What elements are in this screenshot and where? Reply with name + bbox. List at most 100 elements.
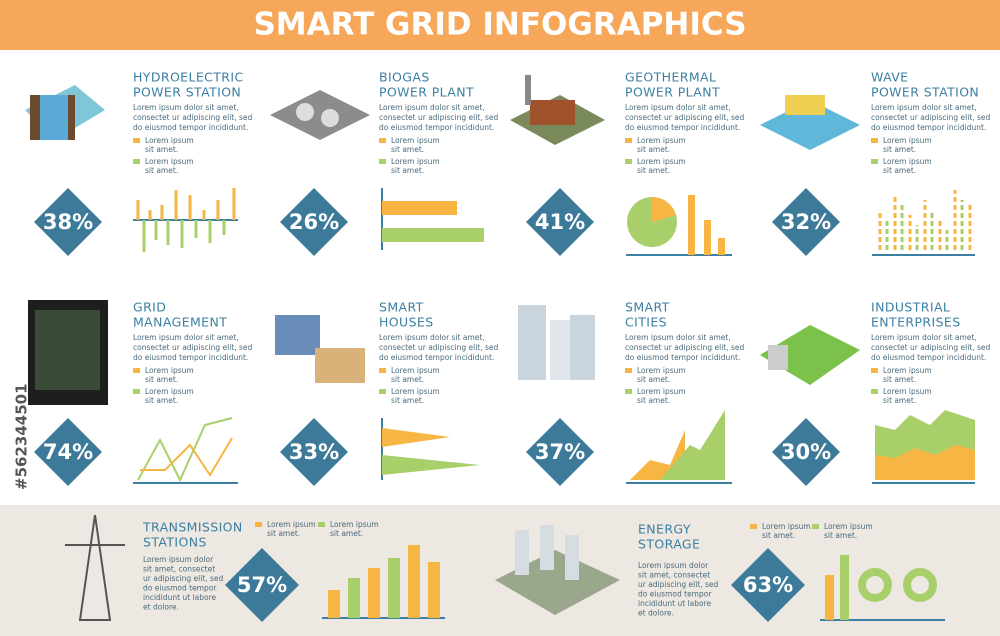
section-title: POWER STATION — [871, 85, 979, 100]
section-title: POWER PLANT — [379, 85, 474, 100]
legend-text: sit amet. — [883, 145, 916, 154]
percent-diamond — [225, 548, 299, 622]
percent-diamond — [772, 188, 840, 256]
legend-text: sit amet. — [145, 166, 178, 175]
section-title: GRID — [133, 300, 166, 315]
section-title: ENERGY — [638, 522, 691, 537]
section-text: consectet ur adipiscing elit, sed — [871, 343, 991, 352]
section-title: TRANSMISSION — [142, 520, 243, 535]
section-title: WAVE — [871, 70, 908, 85]
percent-value: 32% — [781, 210, 831, 234]
percent-diamond — [731, 548, 805, 622]
legend-swatch — [812, 524, 819, 529]
section-text: do eiusmod tempor — [143, 584, 217, 593]
legend-text: Lorem ipsum — [391, 157, 440, 166]
legend-text: Lorem ipsum — [330, 520, 379, 529]
legend-text: Lorem ipsum — [391, 136, 440, 145]
section-text: incididunt ut labore — [638, 599, 712, 608]
legend-text: Lorem ipsum — [883, 387, 932, 396]
legend-text: Lorem ipsum — [391, 366, 440, 375]
legend-text: Lorem ipsum — [145, 387, 194, 396]
legend-text: sit amet. — [391, 166, 424, 175]
section-title: BIOGAS — [379, 70, 430, 85]
legend-swatch — [379, 368, 386, 373]
legend-swatch — [625, 389, 632, 394]
legend-swatch — [133, 389, 140, 394]
percent-value: 33% — [289, 440, 339, 464]
section-text: consectet ur adipiscing elit, sed — [379, 113, 499, 122]
illustrations — [25, 75, 860, 621]
legend-swatch — [379, 389, 386, 394]
legend-text: sit amet. — [391, 396, 424, 405]
section-text: ur adipiscing elit, sed — [638, 580, 719, 589]
legend-text: sit amet. — [637, 396, 670, 405]
section-title: POWER PLANT — [625, 85, 720, 100]
section-text: do eiusmod tempor incididunt. — [379, 123, 494, 132]
legend-text: sit amet. — [637, 145, 670, 154]
mini-charts — [133, 188, 975, 621]
section-text: Lorem ipsum dolor sit amet, — [871, 103, 977, 112]
section-text: consectet ur adipiscing elit, sed — [133, 113, 253, 122]
section-title: HYDROELECTRIC — [133, 70, 244, 85]
section-text: do eiusmod tempor incididunt. — [133, 123, 248, 132]
header-title: SMART GRID INFOGRAPHICS — [253, 7, 746, 43]
legend-text: Lorem ipsum — [883, 157, 932, 166]
section-title: SMART — [625, 300, 670, 315]
legend-text: Lorem ipsum — [762, 522, 811, 531]
legend-swatch — [133, 159, 140, 164]
legend-text: sit amet. — [391, 145, 424, 154]
legend-text: Lorem ipsum — [637, 136, 686, 145]
legend-swatch — [625, 159, 632, 164]
legend-swatch — [318, 522, 325, 527]
legend-text: sit amet. — [267, 529, 300, 538]
legend-swatch — [871, 389, 878, 394]
section-text: do eiusmod tempor incididunt. — [625, 123, 740, 132]
legend-text: Lorem ipsum — [824, 522, 873, 531]
section-title: CITIES — [625, 315, 667, 330]
legend-swatch — [133, 368, 140, 373]
legend-swatch — [750, 524, 757, 529]
legend-text: sit amet. — [637, 375, 670, 384]
legend-text: sit amet. — [883, 166, 916, 175]
legend-text: sit amet. — [145, 396, 178, 405]
percent-diamond — [34, 418, 102, 486]
legend-text: sit amet. — [883, 375, 916, 384]
percent-diamond — [772, 418, 840, 486]
legend-text: Lorem ipsum — [637, 366, 686, 375]
section-text: consectet ur adipiscing elit, sed — [625, 343, 745, 352]
percent-value: 57% — [237, 573, 287, 597]
legend-swatch — [871, 368, 878, 373]
percent-diamond — [34, 188, 102, 256]
header-band — [0, 0, 1000, 50]
legend-text: sit amet. — [145, 375, 178, 384]
legend-swatch — [625, 138, 632, 143]
section-text: do eiusmod tempor incididunt. — [871, 353, 986, 362]
percent-diamond — [526, 418, 594, 486]
section-text: et dolore. — [638, 609, 674, 618]
section-text: ur adipiscing elit, sed — [143, 574, 224, 583]
section-text: Lorem ipsum dolor sit amet, — [133, 103, 239, 112]
legend-text: Lorem ipsum — [145, 366, 194, 375]
legend-text: Lorem ipsum — [267, 520, 316, 529]
legend-text: Lorem ipsum — [145, 136, 194, 145]
legend-swatch — [255, 522, 262, 527]
legend-swatch — [133, 138, 140, 143]
watermark: #562344501 — [13, 383, 31, 490]
section-title: ENTERPRISES — [871, 315, 961, 330]
section-title: SMART — [379, 300, 424, 315]
legend-text: Lorem ipsum — [391, 387, 440, 396]
legend-swatch — [379, 138, 386, 143]
section-text: Lorem ipsum dolor — [143, 555, 214, 564]
section-text: do eiusmod tempor incididunt. — [133, 353, 248, 362]
legend-swatch — [625, 368, 632, 373]
legend-text: Lorem ipsum — [883, 366, 932, 375]
section-text: sit amet, consectet — [638, 571, 710, 580]
section-title: STORAGE — [638, 537, 700, 552]
section-text: do eiusmod tempor incididunt. — [379, 353, 494, 362]
section-text: Lorem ipsum dolor sit amet, — [871, 333, 977, 342]
legend-swatch — [871, 138, 878, 143]
percent-value: 38% — [43, 210, 93, 234]
legend-text: sit amet. — [883, 396, 916, 405]
legend-swatch — [379, 159, 386, 164]
section-text: consectet ur adipiscing elit, sed — [379, 343, 499, 352]
